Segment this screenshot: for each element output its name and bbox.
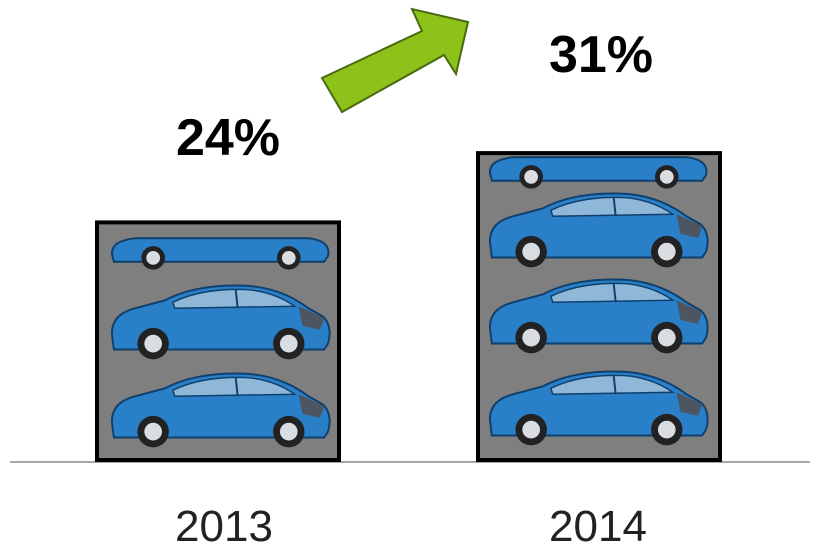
value-label-2014: 31% bbox=[549, 26, 653, 84]
up-right-arrow-icon bbox=[320, 7, 470, 114]
value-label-2013: 24% bbox=[176, 109, 280, 167]
tick-label-2013: 2013 bbox=[175, 502, 273, 551]
bar-2013-group: 24% 2013 bbox=[95, 109, 341, 551]
bar-2014-group: 31% 2014 bbox=[476, 26, 722, 551]
tick-label-2014: 2014 bbox=[549, 502, 647, 551]
